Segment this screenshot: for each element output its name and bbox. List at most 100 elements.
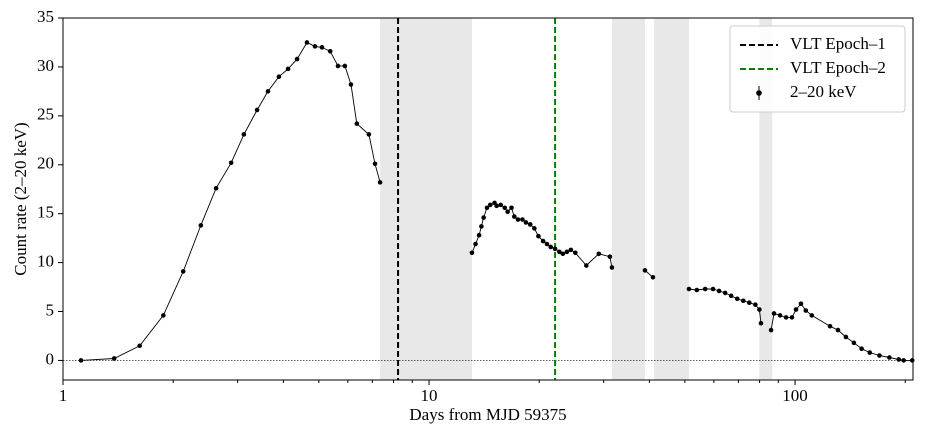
data-point: [479, 224, 484, 229]
data-point: [783, 315, 789, 320]
data-point: [642, 268, 648, 273]
data-point: [527, 222, 533, 227]
data-point: [285, 66, 291, 72]
data-point: [728, 293, 734, 299]
data-point: [304, 40, 310, 45]
data-point: [557, 249, 562, 255]
data-point: [198, 223, 204, 228]
legend-label: 2–20 keV: [790, 82, 857, 101]
data-point: [827, 323, 833, 329]
y-tick-label: 30: [37, 56, 54, 75]
legend-label: VLT Epoch–1: [790, 34, 886, 53]
data-point: [702, 286, 708, 292]
data-point: [901, 358, 906, 363]
data-point: [78, 358, 84, 363]
data-point: [342, 63, 348, 69]
data-point: [265, 89, 271, 94]
data-point: [327, 48, 333, 54]
data-point: [803, 308, 809, 313]
shaded-interval: [654, 18, 689, 380]
legend-swatch: [756, 90, 762, 96]
data-point: [835, 327, 841, 333]
data-point: [694, 287, 700, 293]
data-point: [584, 263, 589, 268]
data-point: [348, 82, 354, 87]
data-point: [758, 320, 764, 326]
data-point: [650, 274, 656, 280]
y-tick-label: 0: [46, 349, 55, 368]
data-point: [843, 334, 849, 340]
data-point: [509, 205, 514, 211]
data-point: [867, 350, 873, 355]
data-point: [502, 205, 508, 211]
legend-label: VLT Epoch–2: [790, 58, 886, 77]
legend: VLT Epoch–1 VLT Epoch–2 2–20 keV: [729, 25, 906, 113]
shaded-interval: [380, 18, 472, 380]
data-point: [366, 132, 372, 137]
data-point: [596, 251, 602, 257]
data-point: [532, 226, 537, 231]
data-point: [161, 313, 166, 318]
data-point: [740, 298, 746, 304]
data-point: [484, 205, 490, 211]
data-point: [520, 217, 525, 222]
data-point: [536, 233, 541, 239]
data-point: [512, 214, 517, 219]
data-point: [515, 217, 521, 222]
x-tick-label: 10: [421, 386, 438, 405]
data-point: [137, 343, 142, 349]
data-point: [469, 250, 475, 256]
plot-frame: [62, 17, 914, 381]
data-point: [568, 247, 574, 253]
data-point: [768, 327, 774, 333]
data-point: [494, 203, 499, 209]
data-point: [609, 265, 615, 270]
data-point: [722, 290, 728, 296]
y-tick-label: 20: [37, 154, 54, 173]
data-point: [747, 300, 752, 306]
data-point: [909, 358, 915, 363]
y-tick-label: 25: [37, 105, 54, 124]
data-point: [887, 355, 892, 360]
data-point: [498, 202, 504, 208]
y-tick-label: 10: [37, 252, 54, 271]
data-point: [254, 107, 260, 113]
data-point: [372, 161, 378, 167]
data-point: [753, 302, 758, 307]
data-point: [377, 180, 383, 185]
data-point: [228, 160, 234, 166]
x-tick-label: 100: [782, 386, 808, 405]
data-point: [710, 286, 716, 292]
data-point: [523, 220, 529, 225]
data-point: [335, 63, 341, 69]
shaded-interval: [611, 18, 645, 380]
data-point: [481, 215, 486, 220]
data-point: [607, 254, 613, 260]
data-point: [777, 313, 783, 318]
data-point: [294, 56, 300, 62]
data-point: [757, 307, 762, 312]
data-point: [312, 44, 318, 49]
legend-box: [729, 25, 906, 113]
data-point: [686, 286, 692, 292]
data-point: [851, 340, 857, 346]
y-axis-label: Count rate (2–20 keV): [11, 122, 30, 275]
data-point: [564, 249, 570, 255]
data-point: [540, 238, 546, 244]
data-point: [896, 357, 902, 362]
data-point: [241, 132, 247, 137]
data-point: [180, 269, 186, 274]
data-point: [213, 185, 219, 191]
data-point: [771, 311, 777, 316]
data-point: [793, 307, 799, 312]
data-point: [548, 244, 554, 250]
data-point: [111, 356, 117, 361]
data-point: [354, 121, 360, 126]
y-tick-label: 15: [37, 203, 54, 222]
data-point: [487, 202, 493, 208]
data-point: [877, 353, 882, 358]
data-point: [859, 346, 864, 351]
y-tick-label: 35: [37, 7, 54, 26]
